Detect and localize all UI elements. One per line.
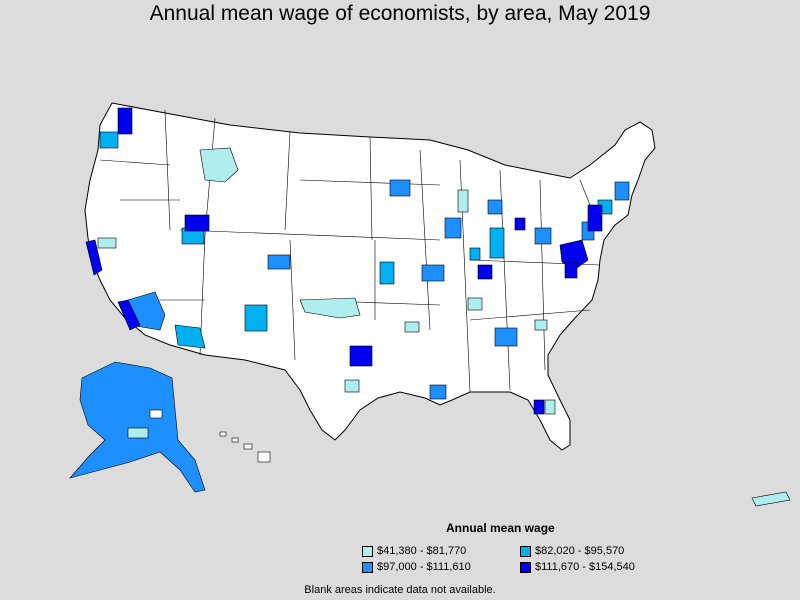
area-borders [99, 109, 601, 393]
areas-111670-154540 [85, 107, 603, 415]
puerto-rico [751, 491, 791, 507]
areas-97000-111610 [69, 179, 630, 493]
legend-label-41380-81770: $41,380 - $81,770 [377, 545, 467, 557]
legend-item-97000-111610: $97,000 - $111,610 [362, 561, 471, 573]
legend-swatch-82020-95570 [520, 545, 531, 557]
legend-item-82020-95570: $82,020 - $95,570 [520, 545, 624, 557]
footnote: Blank areas indicate data not available. [304, 584, 496, 596]
map-title: Annual mean wage of economists, by area,… [149, 2, 651, 25]
hawaii [219, 431, 271, 463]
contiguous-us-landmass [84, 102, 656, 451]
alaska [69, 361, 206, 493]
legend-title: Annual mean wage [446, 521, 555, 535]
legend-label-111670-154540: $111,670 - $154,540 [535, 561, 635, 573]
areas-82020-95570 [99, 131, 613, 349]
legend-item-111670-154540: $111,670 - $154,540 [520, 561, 635, 573]
legend-swatch-97000-111610 [362, 561, 373, 573]
legend-swatch-111670-154540 [520, 561, 531, 573]
legend-swatch-41380-81770 [362, 545, 373, 557]
areas-41380-81770 [97, 147, 556, 415]
legend-item-41380-81770: $41,380 - $81,770 [362, 545, 466, 557]
legend-label-82020-95570: $82,020 - $95,570 [535, 545, 625, 557]
legend-label-97000-111610: $97,000 - $111,610 [377, 561, 471, 573]
